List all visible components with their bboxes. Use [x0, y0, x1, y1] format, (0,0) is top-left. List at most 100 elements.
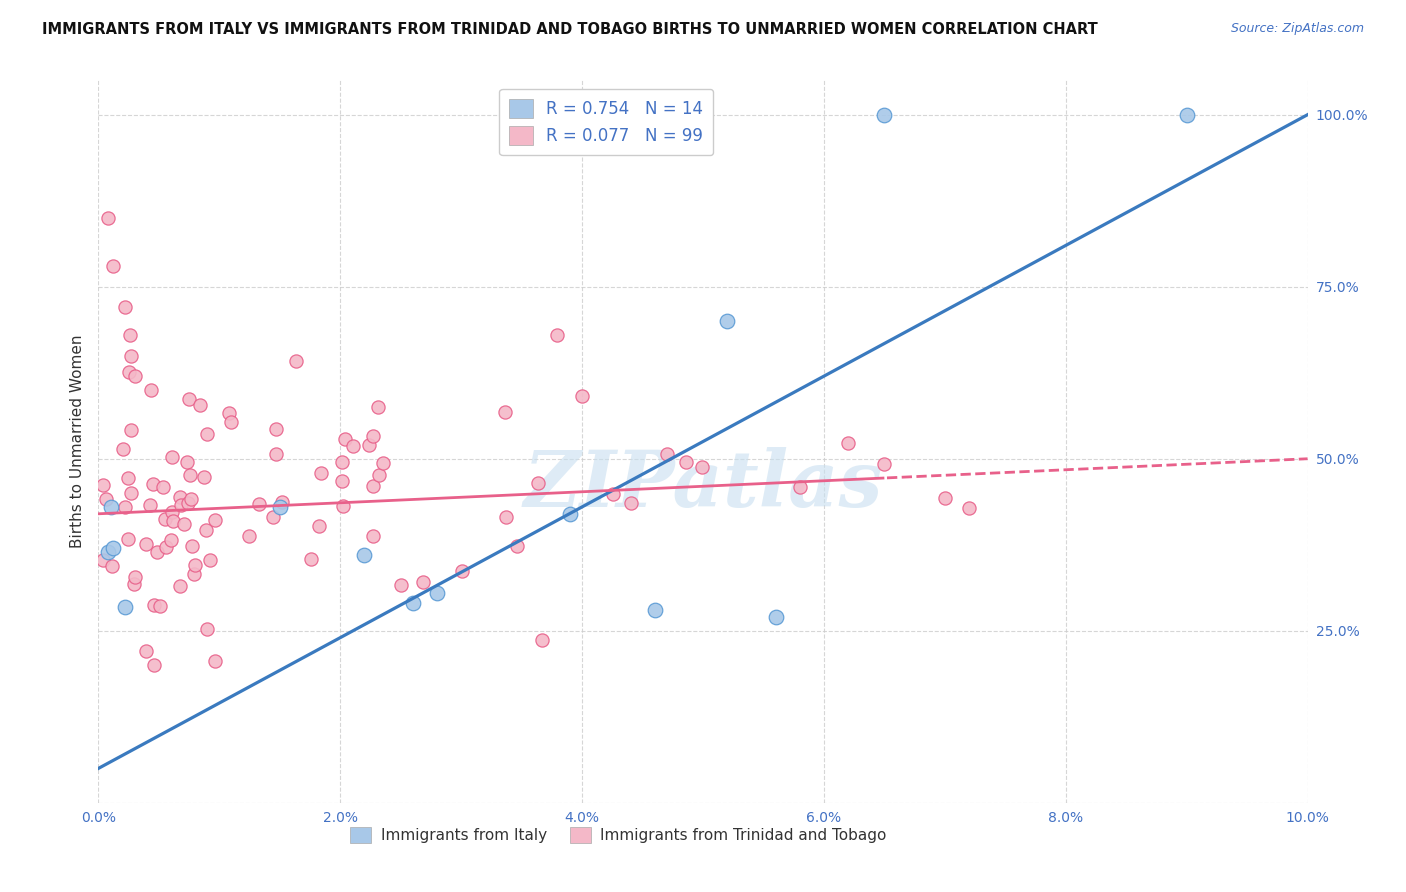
Point	[117, 533, 139, 547]
Point	[160, 505, 183, 519]
Point	[169, 491, 191, 505]
Point	[91, 553, 114, 567]
Point	[873, 457, 896, 471]
Point	[426, 586, 449, 600]
Point	[94, 491, 117, 506]
Point	[934, 491, 956, 505]
Point	[505, 540, 527, 554]
Point	[170, 498, 193, 512]
Point	[120, 486, 142, 500]
Point	[101, 541, 124, 556]
Point	[332, 499, 354, 513]
Point	[357, 438, 380, 452]
Y-axis label: Births to Unmarried Women: Births to Unmarried Women	[69, 334, 84, 549]
Point	[412, 574, 434, 589]
Point	[179, 468, 201, 483]
Point	[451, 564, 474, 578]
Point	[97, 211, 120, 225]
Point	[159, 533, 181, 547]
Point	[103, 259, 125, 273]
Point	[249, 497, 271, 511]
Point	[531, 633, 554, 648]
Point	[269, 500, 291, 514]
Point	[873, 108, 896, 122]
Point	[716, 314, 738, 328]
Text: Source: ZipAtlas.com: Source: ZipAtlas.com	[1230, 22, 1364, 36]
Point	[264, 422, 287, 436]
Point	[146, 545, 169, 559]
Point	[100, 500, 122, 514]
Point	[143, 658, 166, 673]
Point	[361, 479, 384, 493]
Point	[264, 447, 287, 461]
Point	[957, 500, 980, 515]
Point	[169, 580, 191, 594]
Point	[142, 476, 165, 491]
Point	[183, 567, 205, 582]
Point	[299, 552, 322, 566]
Point	[644, 603, 666, 617]
Point	[97, 544, 120, 558]
Point	[91, 477, 114, 491]
Point	[284, 354, 307, 368]
Point	[690, 459, 713, 474]
Point	[546, 328, 568, 343]
Point	[571, 389, 593, 403]
Point	[114, 301, 136, 315]
Point	[162, 514, 184, 528]
Text: IMMIGRANTS FROM ITALY VS IMMIGRANTS FROM TRINIDAD AND TOBAGO BIRTHS TO UNMARRIED: IMMIGRANTS FROM ITALY VS IMMIGRANTS FROM…	[42, 22, 1098, 37]
Point	[195, 622, 218, 636]
Point	[112, 442, 135, 457]
Point	[135, 536, 157, 550]
Point	[675, 455, 697, 469]
Point	[117, 471, 139, 485]
Point	[200, 553, 222, 567]
Point	[558, 507, 581, 521]
Point	[342, 439, 364, 453]
Point	[494, 405, 516, 419]
Point	[335, 432, 357, 446]
Point	[368, 468, 391, 483]
Text: ZIPatlas: ZIPatlas	[523, 447, 883, 523]
Point	[194, 523, 217, 537]
Point	[114, 599, 136, 614]
Point	[527, 476, 550, 491]
Point	[180, 539, 202, 553]
Point	[655, 447, 678, 461]
Point	[139, 499, 162, 513]
Point	[118, 327, 141, 342]
Point	[124, 369, 146, 384]
Point	[330, 455, 353, 469]
Point	[160, 450, 183, 464]
Point	[837, 435, 859, 450]
Point	[114, 500, 136, 515]
Point	[149, 599, 172, 614]
Point	[155, 512, 177, 526]
Point	[495, 509, 517, 524]
Point	[271, 495, 294, 509]
Point	[371, 456, 394, 470]
Point	[188, 398, 211, 412]
Point	[176, 455, 198, 469]
Point	[139, 383, 162, 397]
Point	[363, 529, 385, 543]
Point	[238, 529, 260, 543]
Point	[180, 491, 202, 506]
Point	[330, 474, 353, 488]
Point	[309, 467, 332, 481]
Point	[389, 577, 412, 591]
Point	[363, 429, 385, 443]
Point	[173, 517, 195, 532]
Point	[124, 577, 146, 591]
Point	[120, 424, 142, 438]
Point	[262, 510, 284, 524]
Point	[177, 496, 200, 510]
Point	[219, 415, 242, 429]
Point	[101, 558, 124, 573]
Point	[124, 569, 146, 583]
Point	[620, 496, 643, 510]
Point	[367, 401, 389, 415]
Point	[152, 480, 174, 494]
Point	[184, 558, 207, 572]
Point	[177, 392, 200, 406]
